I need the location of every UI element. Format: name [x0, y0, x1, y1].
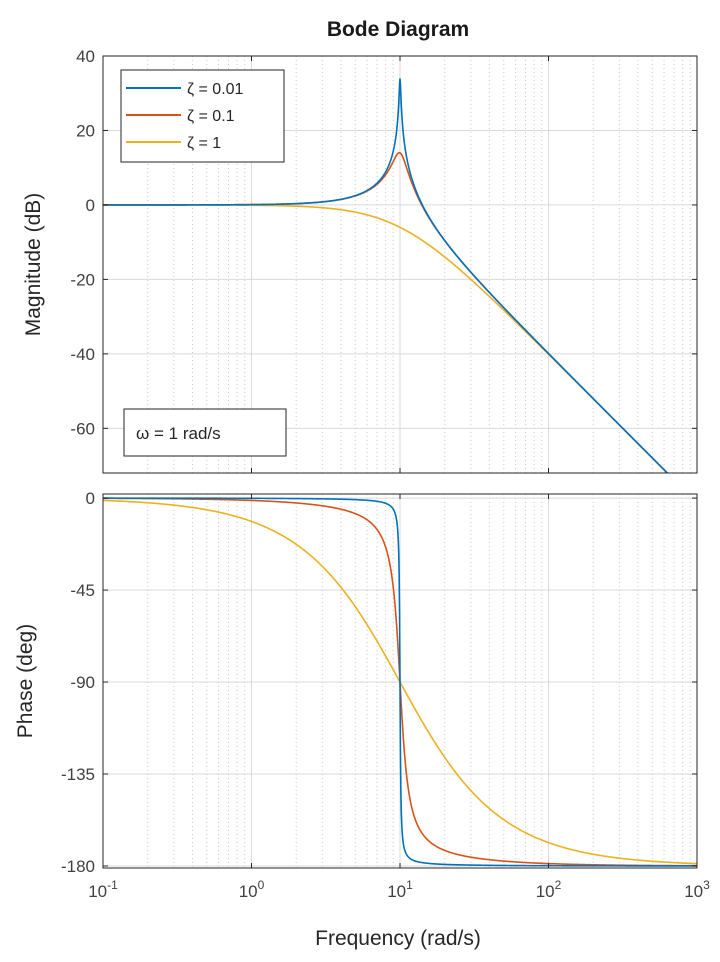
y-tick-label: 40 — [76, 47, 95, 66]
x-tick-exponent: -1 — [107, 878, 118, 892]
x-tick-exponent: 1 — [406, 878, 413, 892]
y-tick-label: 0 — [86, 489, 95, 508]
legend-label: ζ = 1 — [187, 135, 221, 152]
phase-plot: 0 -45 -90 -135 -180 Phase (deg) — [14, 489, 698, 876]
legend-label: ζ = 0.01 — [187, 81, 244, 98]
x-tick-base: 10 — [684, 882, 703, 901]
x-axis-ticks: 10-1 100 101 102 103 — [88, 56, 710, 901]
phase-y-ticks: 0 -45 -90 -135 -180 — [61, 489, 697, 876]
x-tick-label: 102 — [536, 878, 562, 901]
legend-items: ζ = 0.01 ζ = 0.1 ζ = 1 — [126, 81, 244, 152]
frequency-annotation: ω = 1 rad/s — [123, 408, 287, 457]
legend: ζ = 0.01 ζ = 0.1 ζ = 1 — [120, 69, 285, 163]
x-axis-label: Frequency (rad/s) — [315, 927, 481, 950]
legend-label: ζ = 0.1 — [187, 108, 235, 125]
phase-line-zeta-0-01 — [103, 497, 697, 867]
x-tick-label: 103 — [684, 878, 710, 901]
y-tick-label: -60 — [70, 419, 95, 438]
x-tick-label: 101 — [387, 878, 413, 901]
magnitude-y-ticks: 40 20 0 -20 -40 -60 — [70, 47, 697, 438]
annotation-text: ω = 1 rad/s — [136, 424, 221, 443]
x-tick-exponent: 0 — [258, 878, 265, 892]
magnitude-line-zeta-0-01 — [103, 78, 669, 473]
annotation-box — [123, 408, 287, 457]
x-tick-base: 10 — [88, 882, 107, 901]
y-tick-label: 0 — [86, 196, 95, 215]
chart-title: Bode Diagram — [327, 18, 469, 41]
x-tick-label: 10-1 — [88, 878, 118, 901]
y-tick-label: -45 — [70, 581, 95, 600]
y-tick-label: -135 — [61, 765, 95, 784]
magnitude-y-axis-label: Magnitude (dB) — [22, 193, 45, 337]
x-tick-base: 10 — [239, 882, 258, 901]
x-tick-exponent: 3 — [703, 878, 710, 892]
y-tick-label: -90 — [70, 673, 95, 692]
x-tick-label: 100 — [239, 878, 265, 901]
magnitude-series-lines — [103, 78, 669, 473]
y-tick-label: -40 — [70, 345, 95, 364]
y-tick-label: 20 — [76, 121, 95, 140]
y-tick-label: -20 — [70, 270, 95, 289]
phase-series-lines — [103, 497, 697, 867]
x-tick-base: 10 — [536, 882, 555, 901]
x-tick-base: 10 — [387, 882, 406, 901]
y-tick-label: -180 — [61, 857, 95, 876]
phase-y-axis-label: Phase (deg) — [14, 624, 37, 738]
x-tick-exponent: 2 — [555, 878, 562, 892]
